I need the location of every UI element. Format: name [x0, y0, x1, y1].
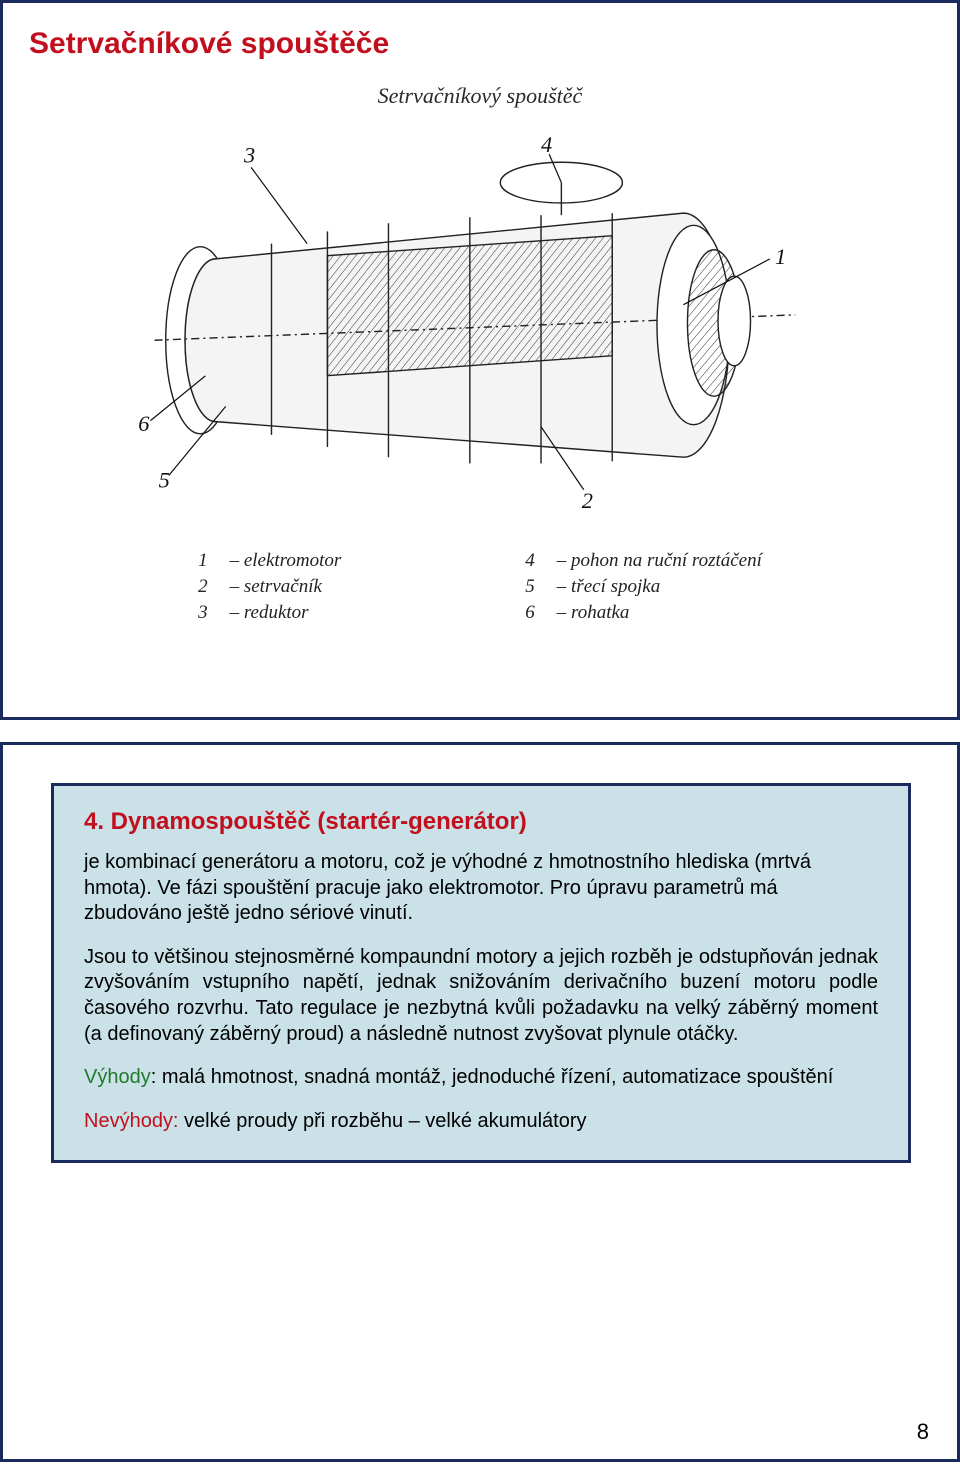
slide-title: Setrvačníkové spouštěče — [29, 27, 389, 61]
slide-bottom: 4. Dynamospouštěč (startér-generátor) je… — [0, 742, 960, 1462]
advantages-label: Výhody — [84, 1066, 151, 1088]
section-heading: 4. Dynamospouštěč (startér-generátor) — [84, 808, 878, 836]
callout-2: 2 — [582, 488, 593, 513]
text-box: 4. Dynamospouštěč (startér-generátor) je… — [51, 783, 911, 1163]
paragraph-intro: je kombinací generátoru a motoru, což je… — [84, 850, 878, 927]
figure-area: Setrvačníkový spouštěč — [63, 83, 897, 643]
page-number: 8 — [917, 1419, 929, 1445]
figure-drawing: 1 2 3 4 5 6 — [63, 115, 897, 535]
disadvantages-line: Nevýhody: velké proudy při rozběhu – vel… — [84, 1109, 878, 1135]
disadvantages-label: Nevýhody: — [84, 1110, 179, 1132]
figure-caption: Setrvačníkový spouštěč — [63, 83, 897, 109]
callout-4: 4 — [541, 132, 552, 157]
advantages-line: Výhody: malá hmotnost, snadná montáž, je… — [84, 1065, 878, 1091]
callout-5: 5 — [159, 468, 170, 493]
paragraph-body: Jsou to většinou stejnosměrné kompaundní… — [84, 945, 878, 1047]
callout-6: 6 — [138, 411, 150, 436]
figure-legend: 1– elektromotor 4– pohon na ruční roztáč… — [186, 547, 774, 627]
callout-1: 1 — [775, 244, 786, 269]
callout-3: 3 — [243, 142, 255, 167]
slide-top: Setrvačníkové spouštěče Setrvačníkový sp… — [0, 0, 960, 720]
